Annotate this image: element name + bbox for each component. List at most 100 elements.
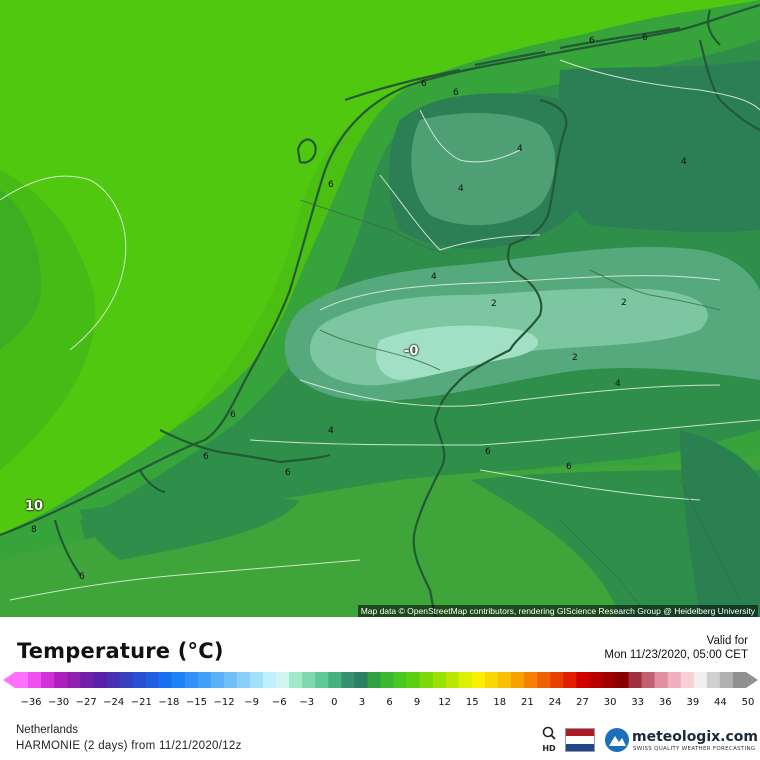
map-canvas xyxy=(0,0,760,617)
color-scale-step xyxy=(197,672,212,688)
contour-label: 6 xyxy=(203,452,209,462)
color-scale-tick: 0 xyxy=(331,697,338,708)
hd-zoom-icon[interactable]: HD xyxy=(541,725,557,753)
color-scale-step xyxy=(719,672,734,688)
color-scale-tick: 30 xyxy=(603,697,617,708)
color-scale-step xyxy=(458,672,473,688)
color-scale-step xyxy=(511,672,525,688)
color-scale-step xyxy=(80,672,94,688)
meteologix-logo-icon xyxy=(605,728,629,752)
flag-stripe xyxy=(566,743,594,751)
color-scale-step xyxy=(184,672,199,688)
region-name: Netherlands xyxy=(16,724,79,736)
color-scale-step xyxy=(302,672,316,688)
hd-label: HD xyxy=(542,744,556,753)
color-scale-step xyxy=(367,672,381,688)
color-scale-tick: 36 xyxy=(658,697,672,708)
contour-label: 6 xyxy=(485,447,491,457)
color-scale-tick: 3 xyxy=(358,697,366,708)
contour-label: 6 xyxy=(285,468,291,478)
color-scale-step xyxy=(223,672,238,688)
color-scale-arrow-low xyxy=(3,672,15,688)
color-scale-step xyxy=(419,672,434,688)
contour-label: 6 xyxy=(79,572,85,582)
color-scale-step xyxy=(615,672,630,688)
contour-label: 4 xyxy=(681,157,687,167)
contour-label: 6 xyxy=(328,180,334,190)
color-scale-step xyxy=(380,672,395,688)
color-scale-tick: −30 xyxy=(48,697,70,708)
color-scale-ticks: −36 −30 −27 −24 −21 −18 −15 −12 −9 −6 −3 0 3 6 9 12 15 18… xyxy=(0,697,760,711)
color-scale-step xyxy=(106,672,120,688)
color-scale-step xyxy=(341,672,355,688)
meteologix-logo[interactable]: meteologix.com SWISS QUALITY WEATHER FOR… xyxy=(604,725,758,755)
color-scale-tick: −18 xyxy=(158,697,180,708)
color-scale-tick: 27 xyxy=(576,697,589,708)
color-scale-step xyxy=(576,672,590,688)
legend-title: Temperature (°C) xyxy=(17,639,224,663)
temperature-extreme-label: -0 xyxy=(404,344,419,359)
color-scale-tick: 18 xyxy=(493,697,507,708)
color-scale-tick: 50 xyxy=(741,697,755,708)
flag-stripe xyxy=(566,729,594,737)
color-scale-step xyxy=(432,672,447,688)
valid-time: Mon 11/23/2020, 05:00 CET xyxy=(604,649,748,661)
color-scale-tick: −12 xyxy=(213,697,235,708)
color-scale-step xyxy=(537,672,551,688)
color-scale-tick: −3 xyxy=(299,697,315,708)
contour-label: 6 xyxy=(642,33,648,43)
color-scale-step xyxy=(524,672,538,688)
color-scale-step xyxy=(445,672,460,688)
color-scale-step xyxy=(315,672,329,688)
color-scale-step xyxy=(628,672,643,688)
color-scale-step xyxy=(210,672,225,688)
color-scale-step xyxy=(732,672,747,688)
contour-label: 6 xyxy=(230,410,236,420)
contour-label: 2 xyxy=(491,299,497,309)
color-scale-step xyxy=(263,672,277,688)
color-scale-step xyxy=(249,672,264,688)
color-scale-step xyxy=(693,672,708,688)
color-scale-tick: −9 xyxy=(244,697,259,708)
color-scale-step xyxy=(93,672,107,688)
color-scale-step xyxy=(680,672,695,688)
contour-label: 8 xyxy=(31,525,37,535)
netherlands-flag-icon[interactable] xyxy=(565,728,595,752)
color-scale-tick: 9 xyxy=(413,697,421,708)
temperature-map[interactable]: 6 6 6 6 4 4 6 4 4 2 2 2 4 6 4 6 6 6 6 8 6 -0 10 Map data © Ope… xyxy=(0,0,760,617)
color-scale-step xyxy=(471,672,486,688)
color-scale-step xyxy=(706,672,721,688)
color-scale-tick: −36 xyxy=(20,697,42,708)
color-scale-step xyxy=(236,672,251,688)
color-scale-step xyxy=(54,672,68,688)
contour-label: 6 xyxy=(421,79,427,89)
color-scale-step xyxy=(550,672,564,688)
color-scale-step xyxy=(15,672,29,688)
color-scale-tick: 6 xyxy=(386,697,393,708)
contour-label: 4 xyxy=(431,272,437,282)
temperature-extreme-label: 10 xyxy=(25,499,44,514)
color-scale-step xyxy=(41,672,55,688)
color-scale-step xyxy=(67,672,81,688)
color-scale-tick: −27 xyxy=(75,697,97,708)
contour-label: 4 xyxy=(615,379,621,389)
color-scale-tick: 21 xyxy=(521,697,534,708)
logo-tagline: SWISS QUALITY WEATHER FORECASTING xyxy=(633,746,756,752)
color-scale-step xyxy=(406,672,421,688)
color-scale-tick: −24 xyxy=(103,697,125,708)
contour-label: 6 xyxy=(589,36,595,46)
color-scale-step xyxy=(354,672,368,688)
color-scale-tick: 24 xyxy=(548,697,562,708)
contour-label: 2 xyxy=(572,353,578,363)
color-scale-step xyxy=(602,672,616,688)
color-scale-step xyxy=(393,672,408,688)
legend-panel: Temperature (°C) Valid for Mon 11/23/202… xyxy=(0,617,760,760)
color-scale-step xyxy=(145,672,160,688)
color-scale-step xyxy=(484,672,499,688)
color-scale-tick: 33 xyxy=(631,697,645,708)
map-attribution: Map data © OpenStreetMap contributors, r… xyxy=(357,605,758,617)
contour-label: 2 xyxy=(621,298,627,308)
contour-label: 4 xyxy=(458,184,464,194)
color-scale-step xyxy=(132,672,147,688)
color-scale-tick: 15 xyxy=(465,697,479,708)
